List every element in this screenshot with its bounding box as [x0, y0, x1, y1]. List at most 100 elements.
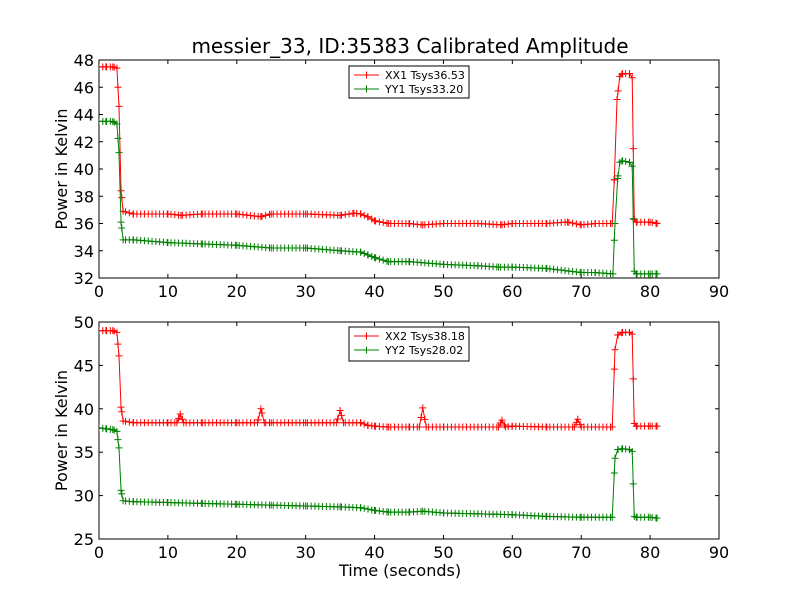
data-point [419, 507, 427, 515]
legend-entry: YY1 Tsys33.20 [384, 83, 463, 96]
data-point [610, 176, 618, 184]
data-point [610, 236, 618, 244]
data-point [114, 436, 122, 444]
data-point [384, 220, 392, 227]
x-tick-label: 10 [158, 543, 178, 562]
legend-box [348, 326, 470, 362]
data-point [129, 210, 137, 218]
y-tick-label: 46 [74, 78, 94, 97]
data-point [611, 220, 619, 227]
data-point [371, 254, 379, 262]
y-tick-label: 30 [74, 487, 94, 506]
data-point [422, 423, 430, 431]
data-point [577, 423, 585, 431]
data-point [109, 117, 117, 125]
data-point [118, 490, 126, 498]
data-point [622, 157, 630, 165]
x-tick-label: 90 [709, 282, 729, 301]
data-point [495, 263, 503, 271]
data-point [113, 120, 121, 128]
data-point [611, 346, 619, 354]
data-point [628, 74, 636, 82]
data-point [563, 218, 571, 226]
data-point [118, 408, 126, 416]
data-point [360, 504, 368, 512]
y-tick-label: 48 [74, 51, 94, 70]
data-point [118, 224, 126, 232]
data-point [629, 145, 637, 153]
data-point [198, 419, 206, 427]
data-point [125, 418, 133, 426]
series-markers-1 [99, 327, 661, 431]
data-point [613, 96, 621, 104]
data-point [619, 70, 627, 78]
data-point [614, 87, 622, 95]
data-point [173, 419, 181, 427]
y-tick-label: 25 [74, 530, 94, 549]
data-point [569, 219, 577, 227]
data-point [175, 414, 183, 422]
x-tick-label: 0 [94, 543, 104, 562]
legend-marker [363, 332, 370, 340]
x-tick-label: 30 [295, 282, 315, 301]
data-point [129, 498, 137, 506]
x-tick-label: 20 [227, 543, 247, 562]
series-markers-1 [99, 63, 661, 229]
data-point [508, 422, 516, 430]
data-point [628, 162, 636, 170]
data-point [405, 258, 413, 266]
data-point [113, 328, 121, 336]
data-point [333, 419, 341, 427]
data-point [570, 423, 578, 431]
y-tick-label: 44 [74, 106, 94, 125]
x-tick-label: 50 [433, 282, 453, 301]
data-point [364, 421, 372, 429]
data-point [375, 218, 383, 226]
data-point [364, 505, 372, 513]
x-tick-label: 0 [94, 282, 104, 301]
data-point [198, 499, 206, 507]
data-point [629, 480, 637, 488]
y-tick-label: 45 [74, 356, 94, 375]
data-point [371, 422, 379, 430]
x-tick-label: 70 [571, 282, 591, 301]
data-point [384, 258, 392, 266]
data-point [609, 270, 617, 278]
data-point [115, 444, 123, 452]
data-point [384, 508, 392, 516]
data-point [653, 270, 661, 278]
bottom-subplot: 0 10 20 30 40 50 60 70 80 90 25 30 35 40 45 50 Power in … [52, 313, 729, 580]
x-tick-label: 60 [502, 543, 522, 562]
data-point [115, 149, 123, 157]
data-point [267, 210, 275, 218]
data-point [302, 244, 310, 252]
data-point [99, 424, 103, 432]
top-subplot: 0 10 20 30 40 50 60 70 80 90 32 34 36 38 40 42 44 46 48 Pow… [52, 51, 729, 301]
series-markers-2 [99, 424, 661, 522]
data-point [364, 213, 372, 221]
data-point [625, 70, 633, 78]
data-point [114, 340, 122, 348]
data-point [415, 423, 423, 431]
data-point [357, 210, 365, 218]
data-point [198, 240, 206, 248]
data-point [233, 210, 241, 218]
data-point [646, 422, 654, 430]
data-point [176, 410, 184, 418]
data-point [405, 508, 413, 516]
data-point [164, 210, 172, 218]
data-point [439, 509, 447, 517]
legend-box [348, 65, 470, 99]
legend-entry: XX1 Tsys36.53 [385, 69, 465, 82]
data-point [364, 251, 372, 259]
data-point [260, 419, 268, 427]
data-point [653, 514, 661, 522]
data-point [619, 445, 627, 453]
data-point [115, 102, 123, 110]
data-point [577, 269, 585, 277]
series-group [99, 63, 661, 278]
data-point [233, 419, 241, 427]
data-point [572, 418, 580, 426]
